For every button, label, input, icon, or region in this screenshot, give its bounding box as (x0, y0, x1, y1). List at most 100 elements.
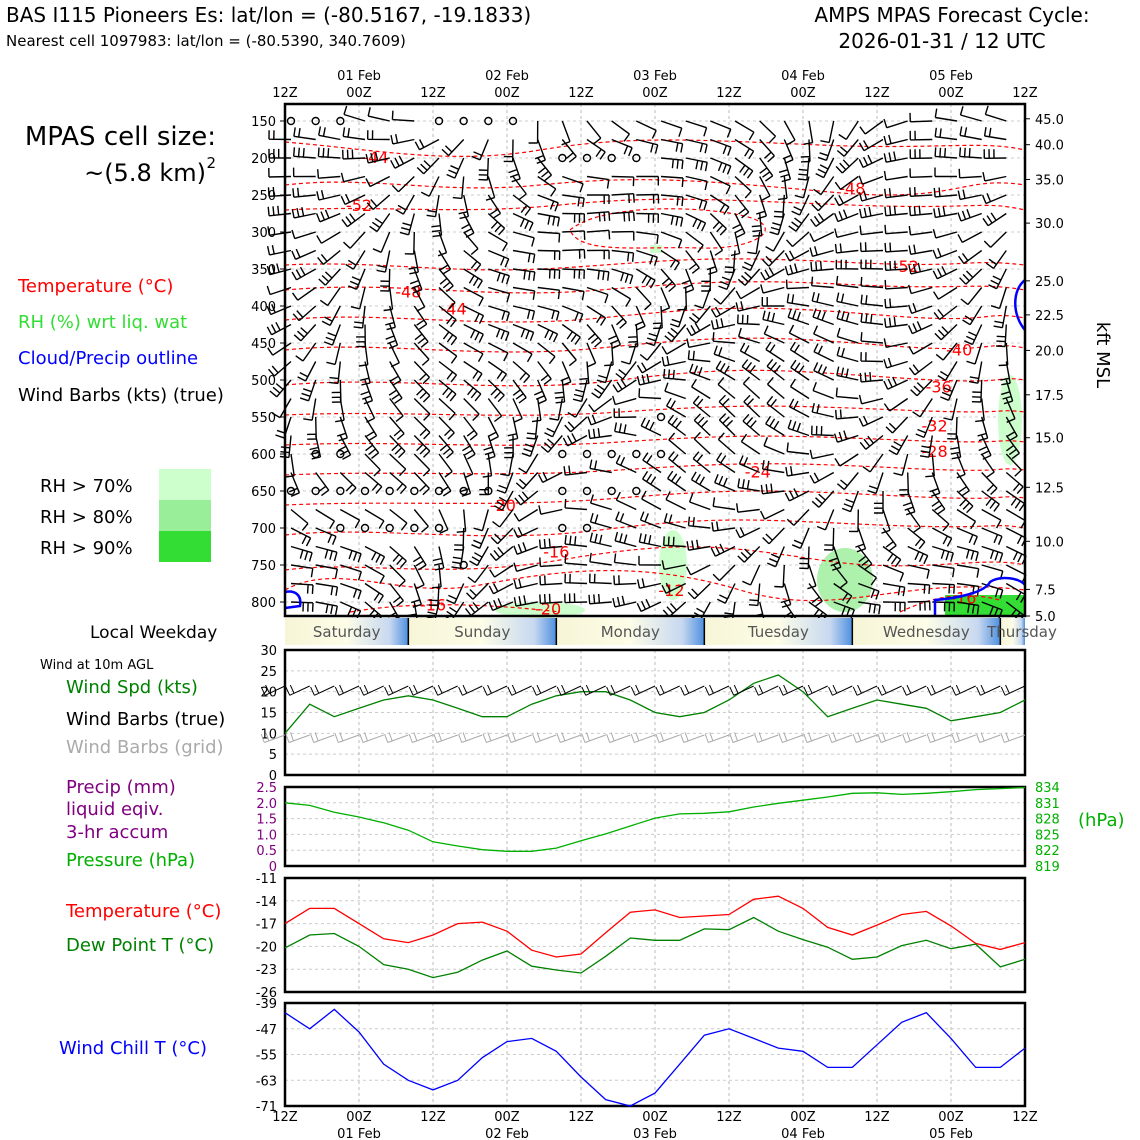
wind-barb (315, 582, 339, 596)
wind-barb (268, 130, 292, 141)
weekday-label: Local Weekday (90, 623, 217, 643)
wind-barb (836, 327, 859, 344)
wind-barb (615, 511, 637, 529)
wind-barb (438, 472, 452, 497)
wind-barb (773, 194, 785, 218)
height-tick-label: 22.5 (1035, 309, 1064, 324)
wind-barb (409, 268, 423, 294)
calm-wind (582, 486, 592, 496)
wind-barb (742, 376, 761, 400)
wind-barb (1005, 435, 1020, 460)
panel-frame (283, 648, 1027, 777)
wind-barb (932, 248, 958, 260)
wind-barb (586, 342, 597, 368)
wind-barb (735, 286, 761, 300)
y-tick-label: -39 (256, 997, 277, 1012)
wind-barb (389, 471, 407, 495)
wind-barb (636, 231, 659, 244)
wind-barb (561, 342, 577, 367)
wind-barb-true (581, 684, 606, 696)
wind-barb (297, 361, 317, 382)
wind-barb (620, 342, 637, 365)
calm-wind (558, 523, 567, 533)
wind-barb (589, 494, 612, 511)
wind-barb (364, 471, 383, 494)
wind-barb (494, 490, 514, 511)
wind-barb (783, 120, 796, 146)
wind-barb (463, 379, 482, 402)
wind-barb-grid (803, 732, 828, 743)
wind-barb (981, 601, 1003, 619)
wind-barb (909, 130, 933, 141)
wind-barb (365, 151, 390, 164)
wind-barb (315, 209, 341, 223)
wind-barb-grid (556, 732, 582, 743)
wind-barb (416, 157, 440, 175)
date-label: 01 Feb (337, 1127, 381, 1140)
wind-barb (391, 110, 415, 122)
wind-barb (413, 379, 431, 403)
wind-barb (564, 573, 588, 585)
wind-barb (467, 564, 489, 584)
pressure-tick-label: 250 (251, 189, 276, 204)
wind-barb (537, 305, 560, 321)
wind-barb (688, 493, 711, 511)
wind-barb (663, 368, 686, 381)
wind-barb (488, 598, 514, 612)
wind-barb (883, 170, 908, 181)
wind-barb (908, 244, 933, 255)
wind-barb (710, 120, 732, 138)
wind-barb (413, 564, 425, 590)
wind-barb (537, 471, 563, 484)
wind-barb (888, 435, 909, 456)
wind-barb (884, 279, 908, 290)
wind-barb (428, 583, 440, 607)
wind-barb (340, 545, 362, 563)
wind-barb (835, 409, 859, 420)
wind-barb (760, 284, 785, 294)
wind-barb (290, 564, 314, 578)
weekday-segment (852, 618, 1001, 645)
wind-barb (513, 595, 538, 607)
wind-barb (962, 305, 983, 326)
wind-barb (778, 157, 792, 183)
wind-barb (957, 231, 983, 244)
wind-barb (934, 323, 958, 341)
wind-barb-grid (458, 732, 483, 743)
wind-barb (399, 213, 415, 236)
wind-barb (882, 582, 906, 597)
wind-barb (611, 175, 635, 187)
wind-barb-grid (778, 732, 804, 743)
wind-barb (762, 310, 785, 326)
wind-barb (645, 324, 662, 347)
wind-barb (838, 120, 859, 140)
wind-barb (463, 286, 484, 307)
calm-wind (459, 560, 468, 570)
y-tick-label: -47 (256, 1023, 277, 1038)
wind-barb (956, 490, 974, 514)
pressure-tick-label: 750 (251, 559, 276, 574)
wind-barb (907, 564, 930, 579)
wind-barb (734, 138, 755, 160)
wind-barb-grid (680, 732, 705, 743)
wind-barb (931, 527, 953, 547)
wind-barb-true (852, 684, 878, 696)
wind-barb (315, 527, 337, 545)
wind-barb (957, 208, 982, 222)
wind-barb (562, 230, 586, 240)
time-tick-label: 12Z (716, 86, 742, 101)
calm-wind (632, 449, 641, 459)
isotherm-label: -52 (893, 257, 919, 276)
wind-barb-true (1000, 684, 1026, 696)
wind-barb (438, 268, 454, 293)
wind-barb (537, 342, 556, 365)
wind-barb (268, 167, 292, 178)
wind-barb-true (606, 684, 631, 696)
wind-barb (340, 564, 362, 581)
wind-barb (537, 268, 561, 279)
calm-wind (410, 523, 419, 533)
y-tick-label: 2.0 (256, 797, 277, 812)
wind-barb (471, 527, 489, 549)
weekday-name: Saturday (313, 623, 381, 641)
wind-barb (473, 509, 489, 532)
